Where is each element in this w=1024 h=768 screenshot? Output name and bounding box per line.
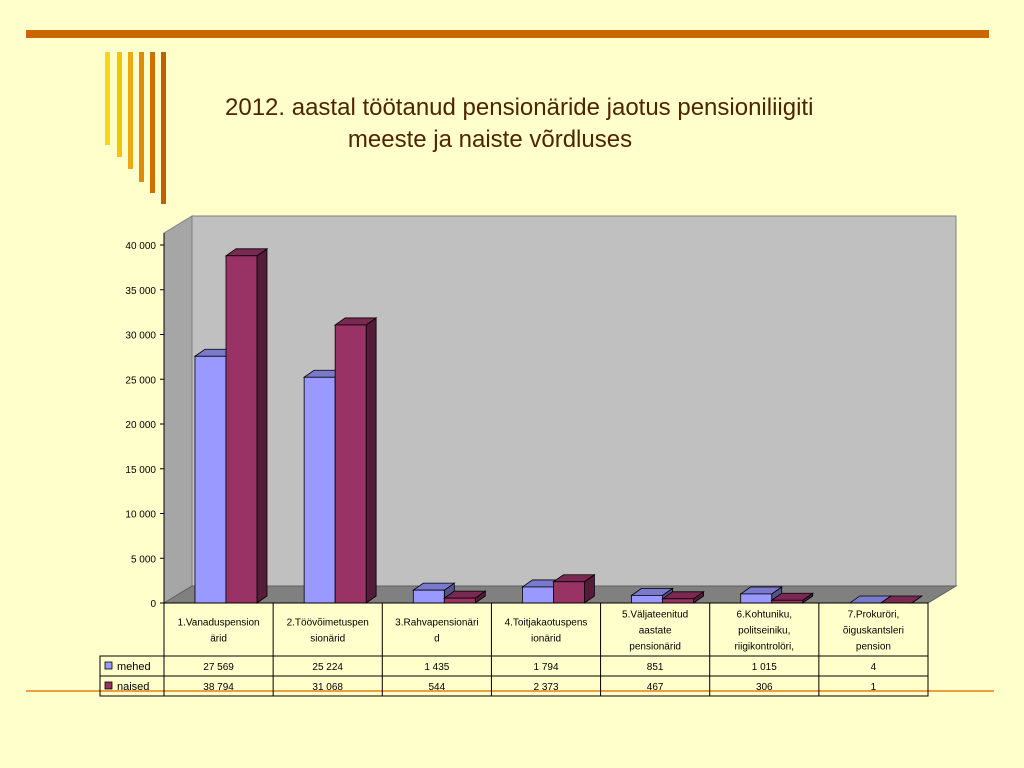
bar-front [443,597,476,604]
legend-key-mehed [104,661,113,670]
bar-front [740,593,773,604]
x-category-label: ionärid [531,634,561,645]
x-category-label: aastate [639,626,672,637]
table-header-frame [163,602,929,657]
y-tick-label: 20 000 [125,420,156,431]
y-tick-label: 5 000 [131,554,156,565]
x-category-label: 2.Töövõimetuspen [287,618,369,629]
data-label: 31 068 [312,682,343,693]
data-label: 1 794 [533,662,558,673]
x-category-label: politseiniku, [738,626,790,637]
y-tick-label: 35 000 [125,286,156,297]
bar-front [522,586,554,604]
bar-front [631,594,663,604]
bar-naised [443,590,487,604]
chart-title-line-1: 2012. aastal töötanud pensionäride jaotu… [225,94,814,121]
bar-naised [770,592,814,604]
x-category-label: riigikontrolöri, [735,642,794,653]
data-label: 4 [871,662,877,673]
bar-front [303,376,336,604]
bar-front [553,581,585,604]
bar-front [225,255,258,604]
chart-title: 2012. aastal töötanud pensionäride jaotu… [225,92,814,156]
decorative-bar [150,52,155,193]
y-tick-label: 0 [150,599,156,610]
data-label: 306 [756,682,773,693]
decorative-bar [139,52,144,182]
data-label: 1 435 [424,662,449,673]
decorative-bar [117,52,122,157]
y-tick-label: 25 000 [125,375,156,386]
bar-front [334,324,367,604]
bottom-accent-rule [26,690,994,692]
data-label: 2 373 [533,682,558,693]
x-category-label: 7.Prokuröri, [848,610,900,621]
bar-front [412,589,445,604]
decorative-bar [161,52,166,204]
y-tick-label: 40 000 [125,241,156,252]
x-category-label: 5.Väljateenitud [622,610,688,621]
x-category-label: 1.Vanaduspension [178,618,260,629]
bar-side [365,317,377,604]
legend-label-mehed: mehed [117,661,151,673]
bar-naised [661,591,705,604]
data-label: 544 [429,682,446,693]
x-category-label: 6.Kohtuniku, [736,610,792,621]
data-label: 38 794 [203,682,234,693]
x-category-label: d [434,634,440,645]
x-category-label: õiguskantsleri [843,626,904,637]
data-label: 27 569 [203,662,234,673]
data-label: 1 [871,682,877,693]
bar-front [662,598,694,604]
x-category-label: 4.Toitjakaotuspens [505,618,588,629]
x-category-label: ärid [210,634,227,645]
legend-key-naised [104,681,113,690]
data-label: 467 [647,682,664,693]
data-label: 25 224 [312,662,343,673]
x-category-label: pensionärid [629,642,681,653]
bar-naised [224,248,269,604]
bar-naised [552,573,596,604]
x-category-label: 3.Rahvapensionäri [395,618,478,629]
x-category-label: sionärid [310,634,345,645]
decorative-bar [128,52,133,169]
bar-side [256,248,268,604]
y-tick-label: 15 000 [125,465,156,476]
chart-title-line-2: meeste ja naiste võrdluses [347,126,633,153]
data-label: 1 015 [752,662,777,673]
data-label: 851 [647,662,664,673]
bar-front [194,355,227,604]
legend-label-naised: naised [117,681,149,693]
y-tick-label: 30 000 [125,331,156,342]
top-accent-rule [26,30,989,38]
chart-side-wall [163,215,193,604]
decorative-bar [105,52,110,145]
bar-naised [333,317,378,604]
x-category-label: pension [856,642,891,653]
y-tick-label: 10 000 [125,510,156,521]
